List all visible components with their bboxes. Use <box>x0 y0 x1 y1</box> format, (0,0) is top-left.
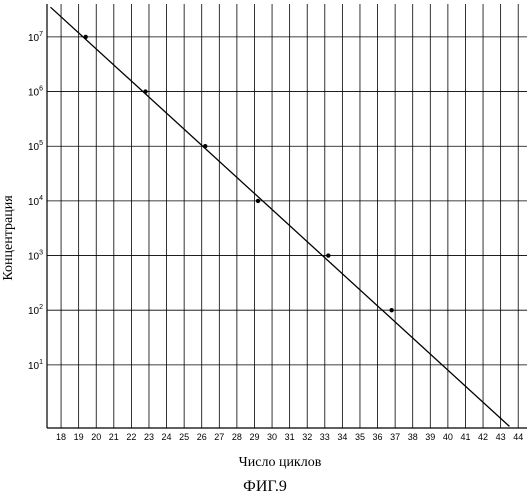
x-tick-label: 34 <box>337 432 347 442</box>
x-tick-label: 28 <box>232 432 242 442</box>
y-tick-label: 102 <box>28 304 43 317</box>
x-axis-title: Число циклов <box>239 455 322 470</box>
fit-line <box>51 7 510 426</box>
x-tick-labels: 18 19 20 21 22 23 24 25 26 27 28 29 30 31 32 33 34 35 36 37… <box>56 432 523 442</box>
x-tick-label: 43 <box>496 432 506 442</box>
data-point <box>83 35 87 39</box>
y-tick-label: 104 <box>28 195 43 208</box>
x-tick-label: 33 <box>320 432 330 442</box>
data-point <box>143 89 147 93</box>
x-tick-label: 44 <box>513 432 523 442</box>
y-tick-label: 105 <box>28 140 43 153</box>
y-tick-labels: 101 102 103 104 105 106 107 <box>28 31 43 372</box>
x-tick-label: 36 <box>373 432 383 442</box>
x-tick-label: 21 <box>109 432 119 442</box>
x-tick-label: 42 <box>478 432 488 442</box>
y-tick-label: 107 <box>28 31 43 44</box>
axes <box>47 4 527 428</box>
x-tick-label: 41 <box>460 432 470 442</box>
data-point <box>326 253 330 257</box>
x-tick-label: 27 <box>214 432 224 442</box>
x-tick-label: 29 <box>249 432 259 442</box>
figure-label: ФИГ.9 <box>0 478 530 496</box>
data-point <box>256 199 260 203</box>
x-tick-label: 23 <box>144 432 154 442</box>
data-point <box>389 308 393 312</box>
x-tick-label: 25 <box>179 432 189 442</box>
data-point <box>203 144 207 148</box>
x-tick-label: 32 <box>302 432 312 442</box>
y-axis-title: Концентрация <box>1 195 16 281</box>
x-tick-label: 19 <box>74 432 84 442</box>
x-tick-label: 39 <box>425 432 435 442</box>
x-tick-label: 40 <box>443 432 453 442</box>
x-tick-label: 26 <box>197 432 207 442</box>
x-tick-label: 18 <box>56 432 66 442</box>
x-tick-label: 35 <box>355 432 365 442</box>
x-tick-label: 31 <box>285 432 295 442</box>
x-tick-label: 24 <box>162 432 172 442</box>
fit-line-group <box>51 7 510 426</box>
y-tick-label: 101 <box>28 359 43 372</box>
x-tick-label: 22 <box>126 432 136 442</box>
y-tick-label: 106 <box>28 86 43 99</box>
y-tick-label: 103 <box>28 250 43 263</box>
x-tick-label: 38 <box>408 432 418 442</box>
x-tick-label: 37 <box>390 432 400 442</box>
data-points <box>83 35 393 313</box>
grid <box>47 4 527 428</box>
x-tick-label: 30 <box>267 432 277 442</box>
x-tick-label: 20 <box>91 432 101 442</box>
